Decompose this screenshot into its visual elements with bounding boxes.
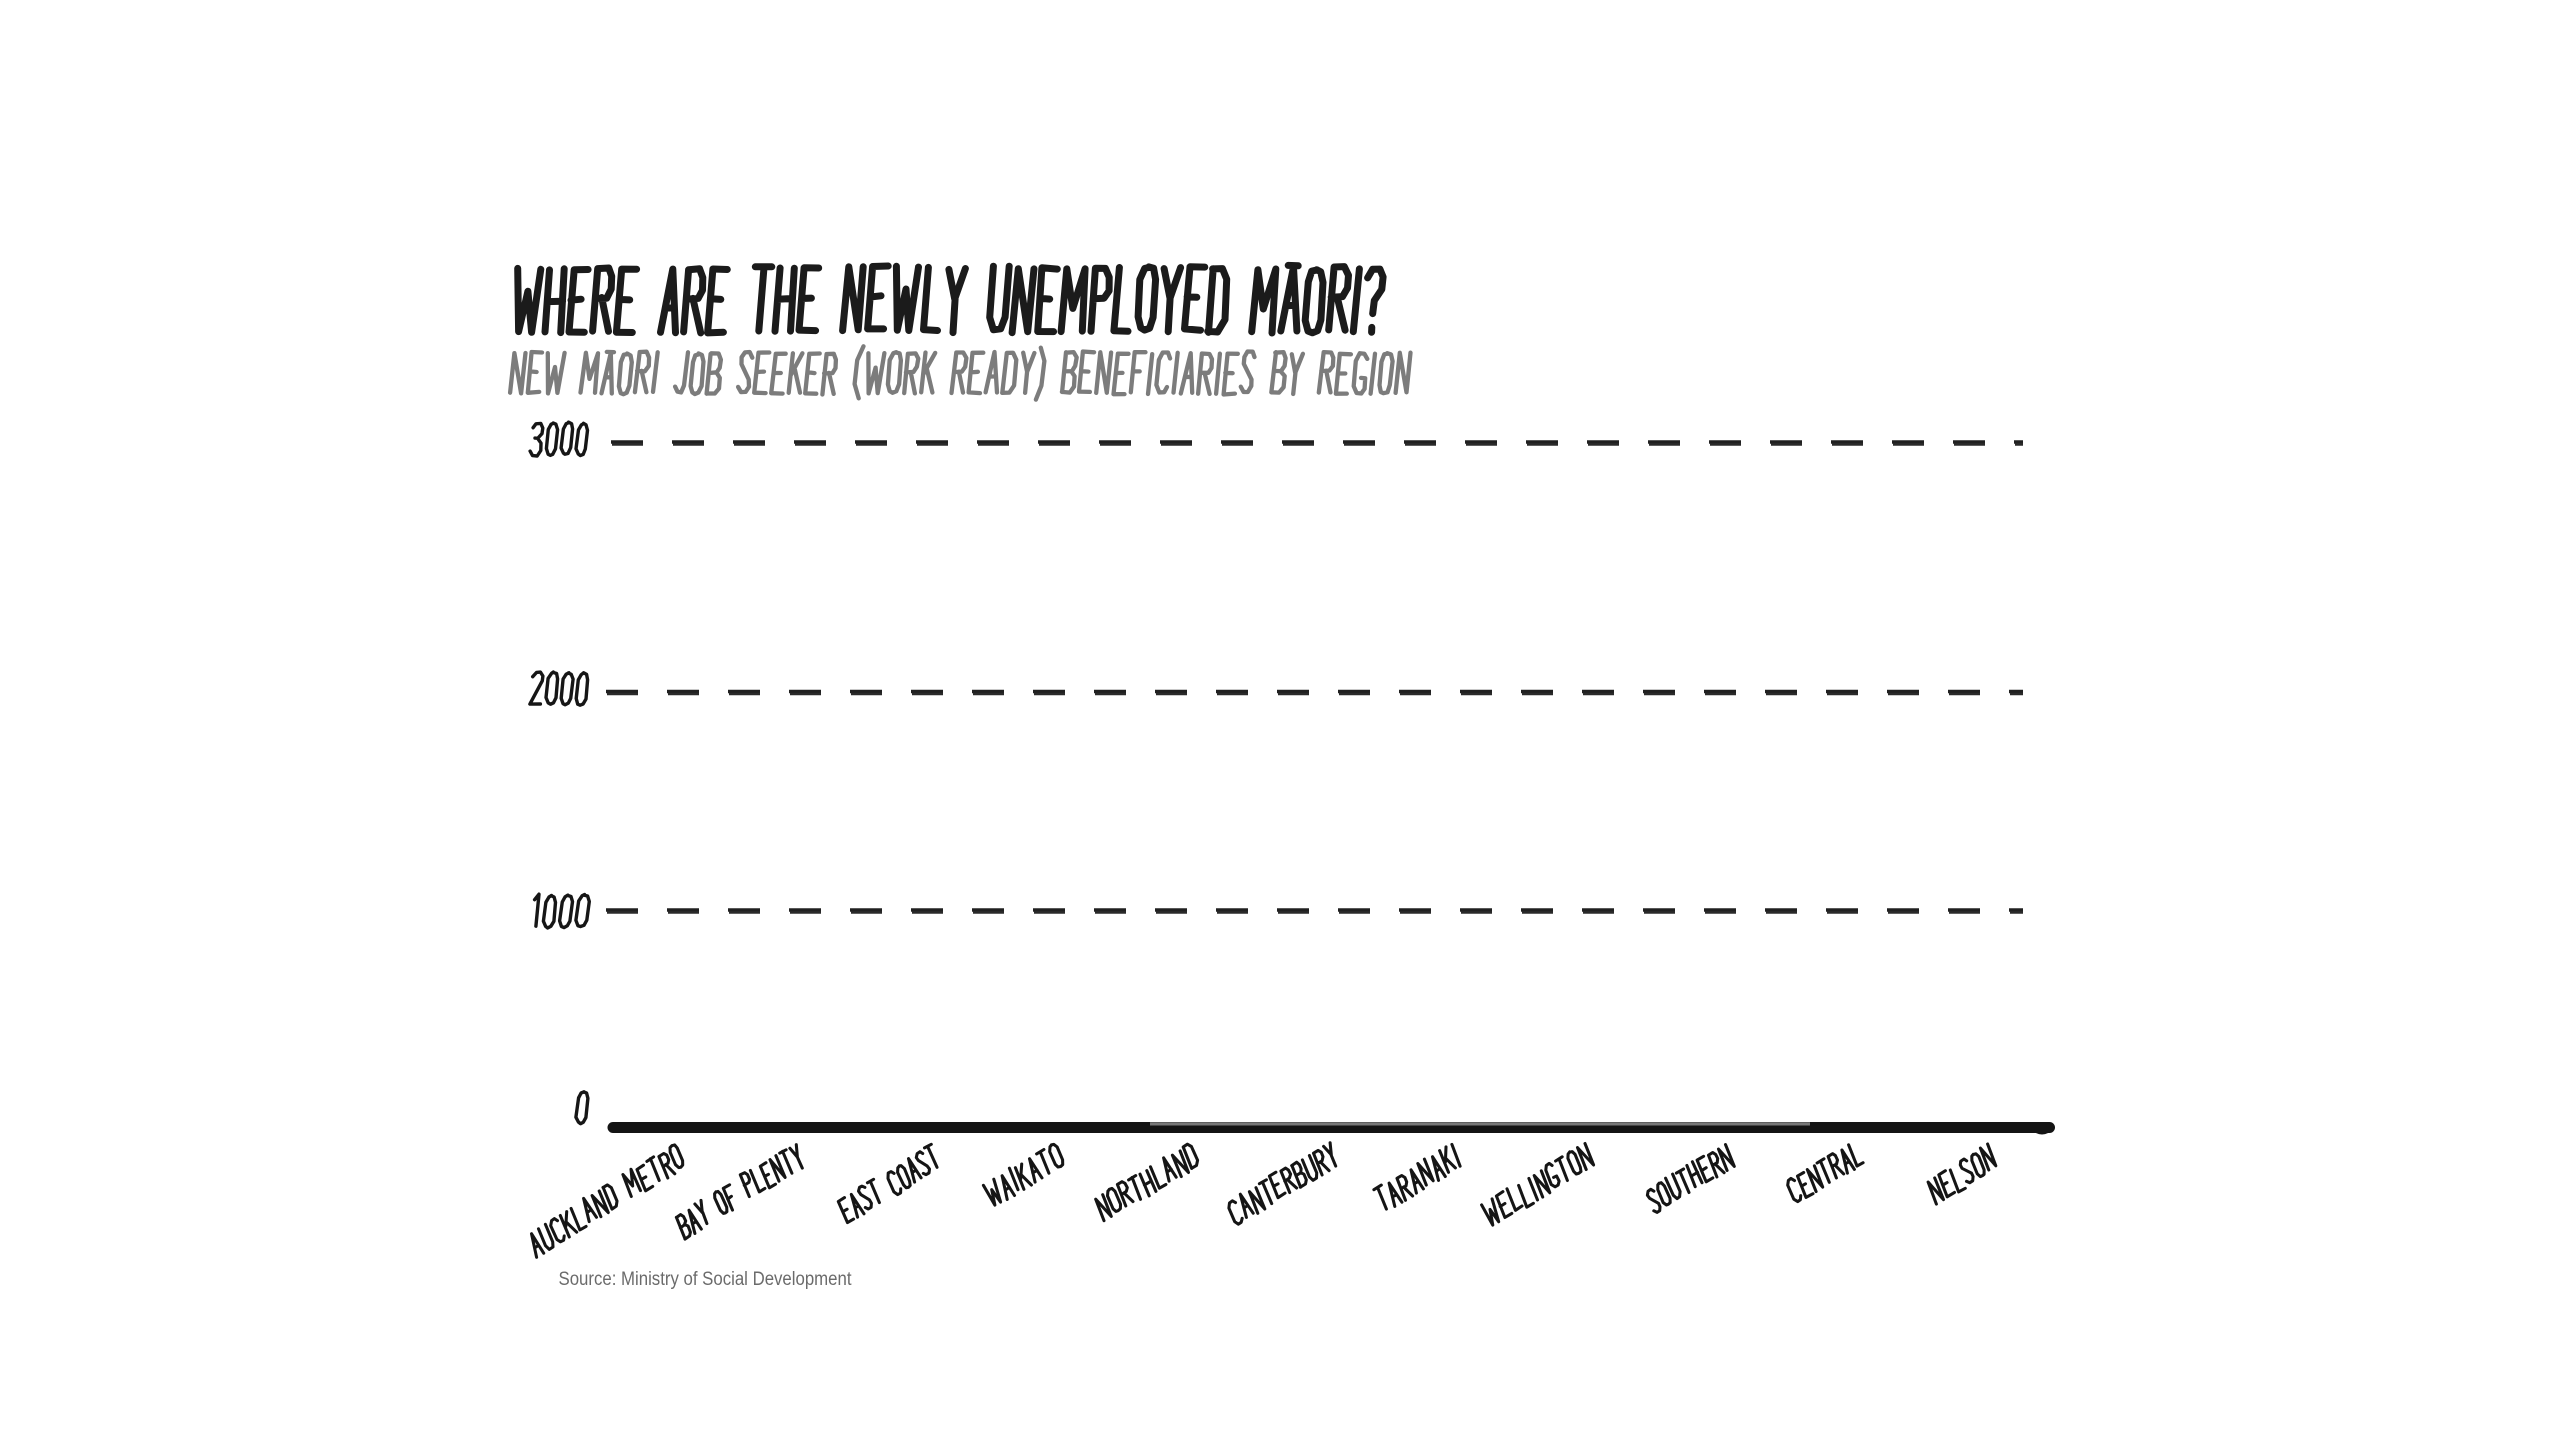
- svg-text:Source: Ministry of Social Dev: Source: Ministry of Social Development: [559, 1269, 853, 1290]
